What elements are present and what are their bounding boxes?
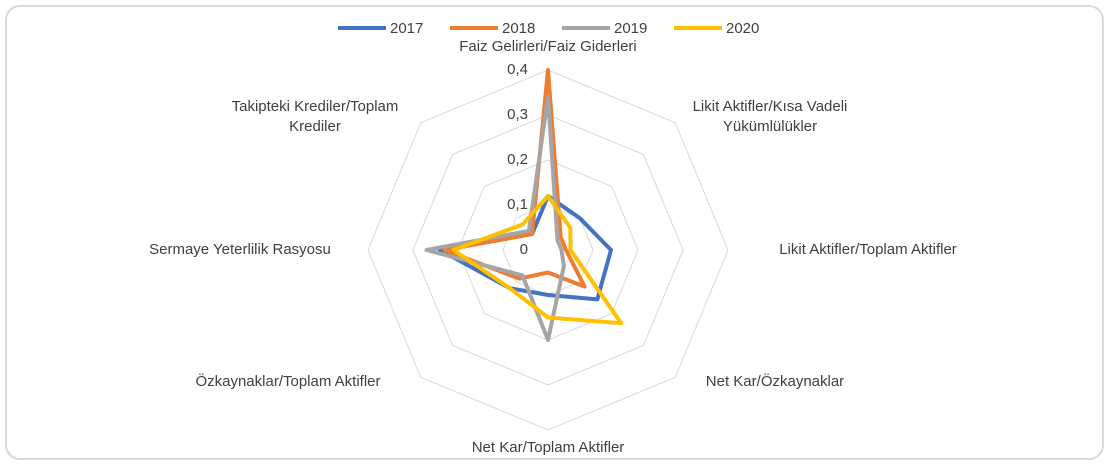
series-line [451,194,624,326]
axis-tick-label: 0,4 [507,61,528,78]
legend-label: 2017 [390,20,423,37]
legend-label: 2019 [614,20,647,37]
grid-ring [412,114,684,386]
category-label: Sermaye Yeterlilik Rasyosu [149,241,331,258]
category-label: Takipteki Krediler/Toplam Krediler [231,98,399,135]
category-label: Net Kar/Özkaynaklar [705,373,845,390]
series-line [442,68,587,289]
grid-ring [367,69,729,431]
series-line [424,95,566,342]
category-label: Faiz Gelirleri/Faiz Giderleri [459,38,637,55]
legend-label: 2018 [502,20,535,37]
axis-tick-label: 0,2 [507,151,528,168]
category-label: Net Kar/Toplam Aktifler [471,439,625,456]
axis-tick-label: 0 [520,241,528,258]
axis-tick-label: 0,1 [507,196,528,213]
category-label: Özkaynaklar/Toplam Aktifler [195,373,381,390]
category-label: Likit Aktifler/Kısa Vadeli Yükümlülükler [692,98,848,135]
chart-border [5,5,1104,460]
axis-tick-label: 0,3 [507,106,528,123]
legend-label: 2020 [726,20,759,37]
category-label: Likit Aktifler/Toplam Aktifler [779,241,957,258]
